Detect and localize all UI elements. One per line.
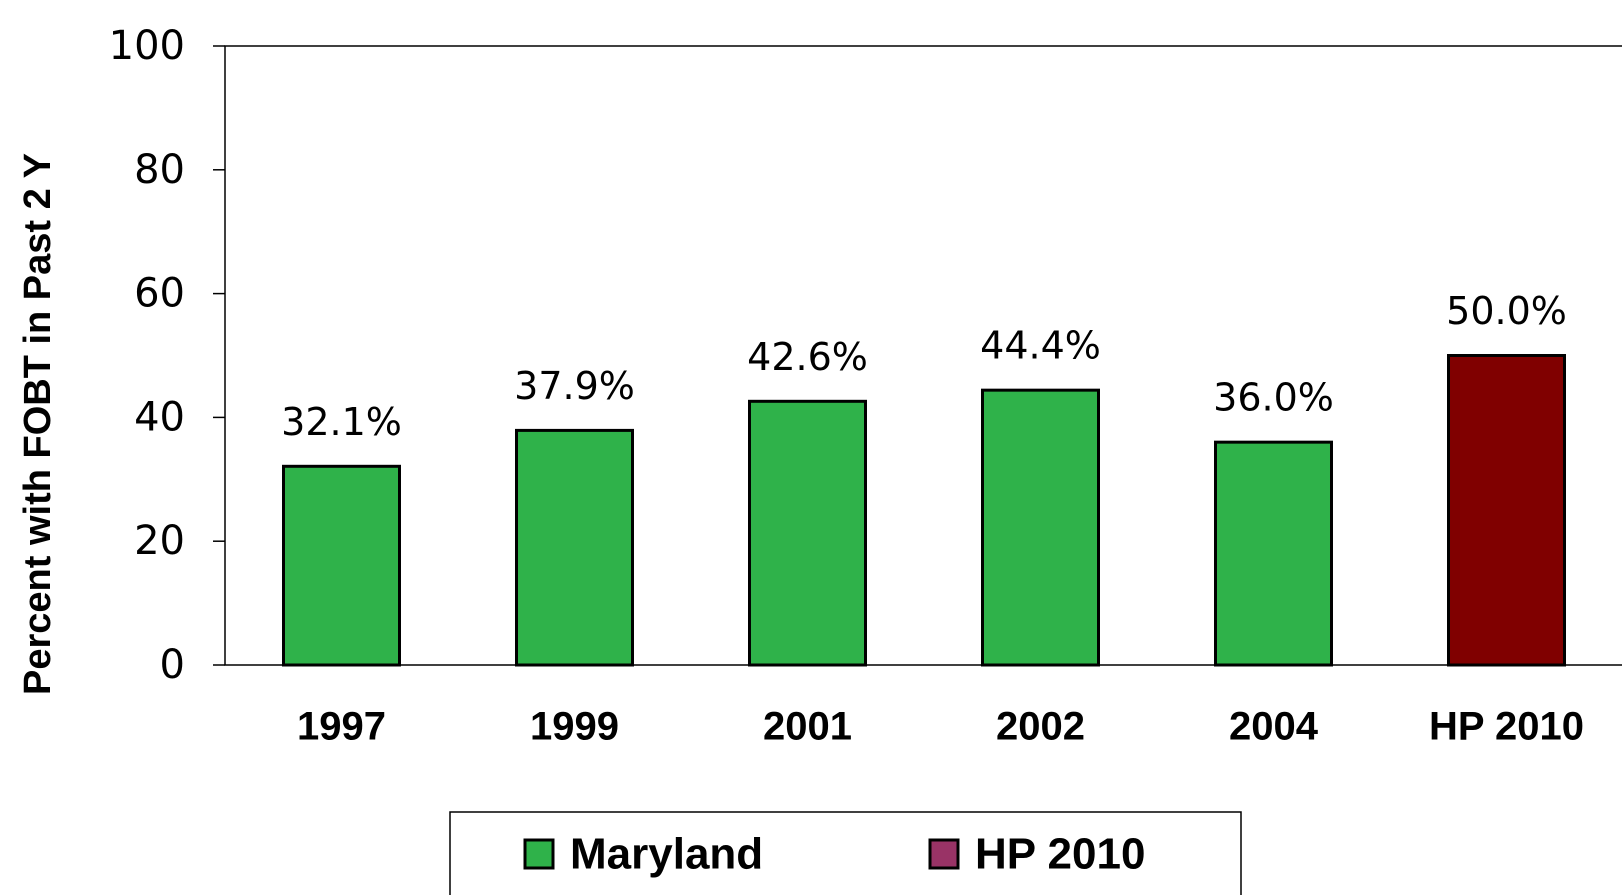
value-label: 50.0% xyxy=(1446,289,1567,333)
y-tick-label: 60 xyxy=(134,271,185,317)
bar xyxy=(981,388,1100,667)
x-tick-label: 2001 xyxy=(763,705,852,749)
bar xyxy=(1447,354,1566,667)
bar xyxy=(1214,440,1333,667)
x-tick-label: 2002 xyxy=(996,705,1085,749)
legend-label: Maryland xyxy=(570,830,763,879)
value-label: 32.1% xyxy=(281,400,402,444)
value-label: 42.6% xyxy=(747,335,868,379)
value-label: 36.0% xyxy=(1213,376,1334,420)
plot-area xyxy=(224,45,1622,666)
x-tick-label: 1997 xyxy=(297,705,386,749)
y-axis-label: Percent with FOBT in Past 2 Y xyxy=(17,153,59,695)
x-tick-label: HP 2010 xyxy=(1429,705,1584,749)
bar xyxy=(515,428,634,667)
bar xyxy=(282,464,401,667)
legend-box xyxy=(449,811,1242,895)
y-tick-label: 100 xyxy=(109,23,185,69)
value-label: 44.4% xyxy=(980,324,1101,368)
value-label: 37.9% xyxy=(514,364,635,408)
x-tick-label: 2004 xyxy=(1229,705,1319,749)
x-tick-label: 1999 xyxy=(530,705,619,749)
y-tick-label: 20 xyxy=(134,518,185,564)
legend-swatch xyxy=(523,838,555,870)
legend-label: HP 2010 xyxy=(975,830,1145,879)
y-tick-label: 40 xyxy=(134,394,185,440)
y-tick-label: 80 xyxy=(134,147,185,193)
bar xyxy=(748,399,867,667)
y-tick-label: 0 xyxy=(160,642,185,688)
legend-swatch xyxy=(928,838,960,870)
